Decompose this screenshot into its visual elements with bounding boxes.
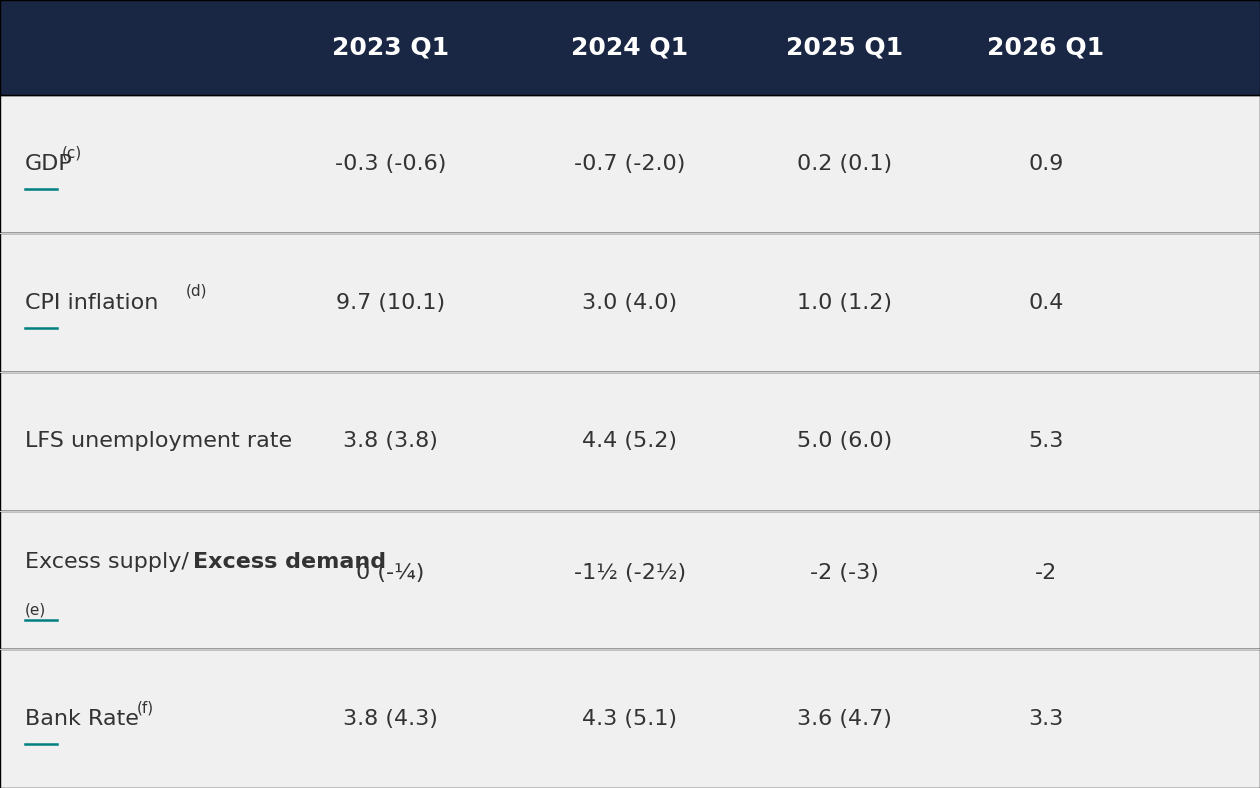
- Text: (d): (d): [185, 284, 207, 299]
- Text: 3.0 (4.0): 3.0 (4.0): [582, 292, 678, 313]
- Text: Excess demand: Excess demand: [193, 552, 386, 572]
- Text: 2023 Q1: 2023 Q1: [333, 35, 449, 59]
- Text: (f): (f): [136, 700, 154, 715]
- FancyBboxPatch shape: [0, 649, 1260, 788]
- FancyBboxPatch shape: [0, 0, 1260, 95]
- Text: Bank Rate: Bank Rate: [25, 708, 139, 729]
- Text: GDP: GDP: [25, 154, 73, 174]
- Text: 0.2 (0.1): 0.2 (0.1): [796, 154, 892, 174]
- Text: -2 (-3): -2 (-3): [810, 563, 878, 583]
- Text: 4.3 (5.1): 4.3 (5.1): [582, 708, 678, 729]
- Text: 9.7 (10.1): 9.7 (10.1): [336, 292, 445, 313]
- Text: 2025 Q1: 2025 Q1: [786, 35, 902, 59]
- Text: -0.7 (-2.0): -0.7 (-2.0): [575, 154, 685, 174]
- FancyBboxPatch shape: [0, 511, 1260, 649]
- Text: 5.3: 5.3: [1028, 431, 1063, 452]
- Text: 3.8 (4.3): 3.8 (4.3): [343, 708, 438, 729]
- Text: -0.3 (-0.6): -0.3 (-0.6): [335, 154, 446, 174]
- FancyBboxPatch shape: [0, 233, 1260, 372]
- Text: 3.8 (3.8): 3.8 (3.8): [343, 431, 438, 452]
- Text: -1½ (-2½): -1½ (-2½): [575, 563, 685, 583]
- Text: LFS unemployment rate: LFS unemployment rate: [25, 431, 292, 452]
- Text: 0 (-¼): 0 (-¼): [357, 563, 425, 583]
- Text: 0.9: 0.9: [1028, 154, 1063, 174]
- Text: 1.0 (1.2): 1.0 (1.2): [796, 292, 892, 313]
- Text: 2026 Q1: 2026 Q1: [988, 35, 1104, 59]
- Text: 3.6 (4.7): 3.6 (4.7): [796, 708, 892, 729]
- Text: 0.4: 0.4: [1028, 292, 1063, 313]
- Text: 5.0 (6.0): 5.0 (6.0): [796, 431, 892, 452]
- Text: -2: -2: [1034, 563, 1057, 583]
- Text: CPI inflation: CPI inflation: [25, 292, 159, 313]
- FancyBboxPatch shape: [0, 95, 1260, 233]
- Text: Excess supply/: Excess supply/: [25, 552, 189, 572]
- Text: (c): (c): [62, 145, 82, 160]
- FancyBboxPatch shape: [0, 372, 1260, 511]
- Text: 3.3: 3.3: [1028, 708, 1063, 729]
- Text: 4.4 (5.2): 4.4 (5.2): [582, 431, 678, 452]
- Text: (e): (e): [25, 603, 47, 618]
- Text: 2024 Q1: 2024 Q1: [572, 35, 688, 59]
